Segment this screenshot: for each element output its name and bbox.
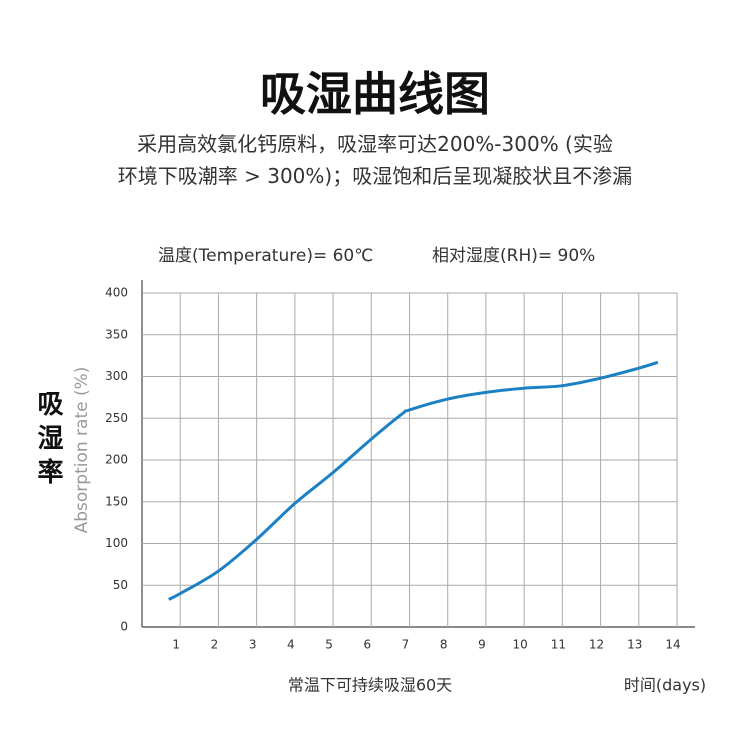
- y-tick-label: 50: [113, 578, 128, 592]
- x-tick-label: 8: [440, 638, 448, 652]
- x-label: 时间(days): [624, 676, 706, 695]
- line: [168, 360, 659, 601]
- x-tick-label: 14: [665, 638, 680, 652]
- x-tick-label: 5: [325, 638, 333, 652]
- subtitle: 环境下吸潮率 > 300%)；吸湿饱和后呈现凝胶状且不渗漏: [117, 164, 633, 188]
- condition: 相对湿度(RH)= 90%: [432, 246, 595, 266]
- subtitle: 采用高效氯化钙原料，吸湿率可达200%-300% (实验: [137, 132, 613, 156]
- x-tick-label: 11: [551, 638, 566, 652]
- y-tick-label: 0: [120, 620, 128, 634]
- y-tick-label: 100: [105, 536, 128, 550]
- y-tick-label: 350: [105, 327, 128, 341]
- x-tick-label: 10: [513, 638, 528, 652]
- x-tick-label: 9: [478, 638, 486, 652]
- x-tick-label: 7: [402, 638, 410, 652]
- x-tick-label: 1: [172, 638, 180, 652]
- y-label-cn: 吸湿率: [33, 390, 63, 492]
- y-tick-label: 400: [105, 286, 128, 300]
- y-tick-label: 300: [105, 369, 128, 383]
- x-tick-label: 12: [589, 638, 604, 652]
- y-label: Absorption rate (%): [72, 367, 92, 534]
- x-note: 常温下可持续吸湿60天: [288, 676, 452, 695]
- x-tick-label: 2: [211, 638, 219, 652]
- x-tick-label: 13: [627, 638, 642, 652]
- x-tick-label: 4: [287, 638, 295, 652]
- y-tick-label: 150: [105, 494, 128, 508]
- y-tick-label: 200: [105, 453, 128, 467]
- x-tick-label: 3: [249, 638, 257, 652]
- condition: 温度(Temperature)= 60℃: [158, 246, 373, 266]
- y-tick-label: 250: [105, 411, 128, 425]
- x-tick-label: 6: [363, 638, 371, 652]
- chart-title: 吸湿曲线图: [260, 67, 490, 121]
